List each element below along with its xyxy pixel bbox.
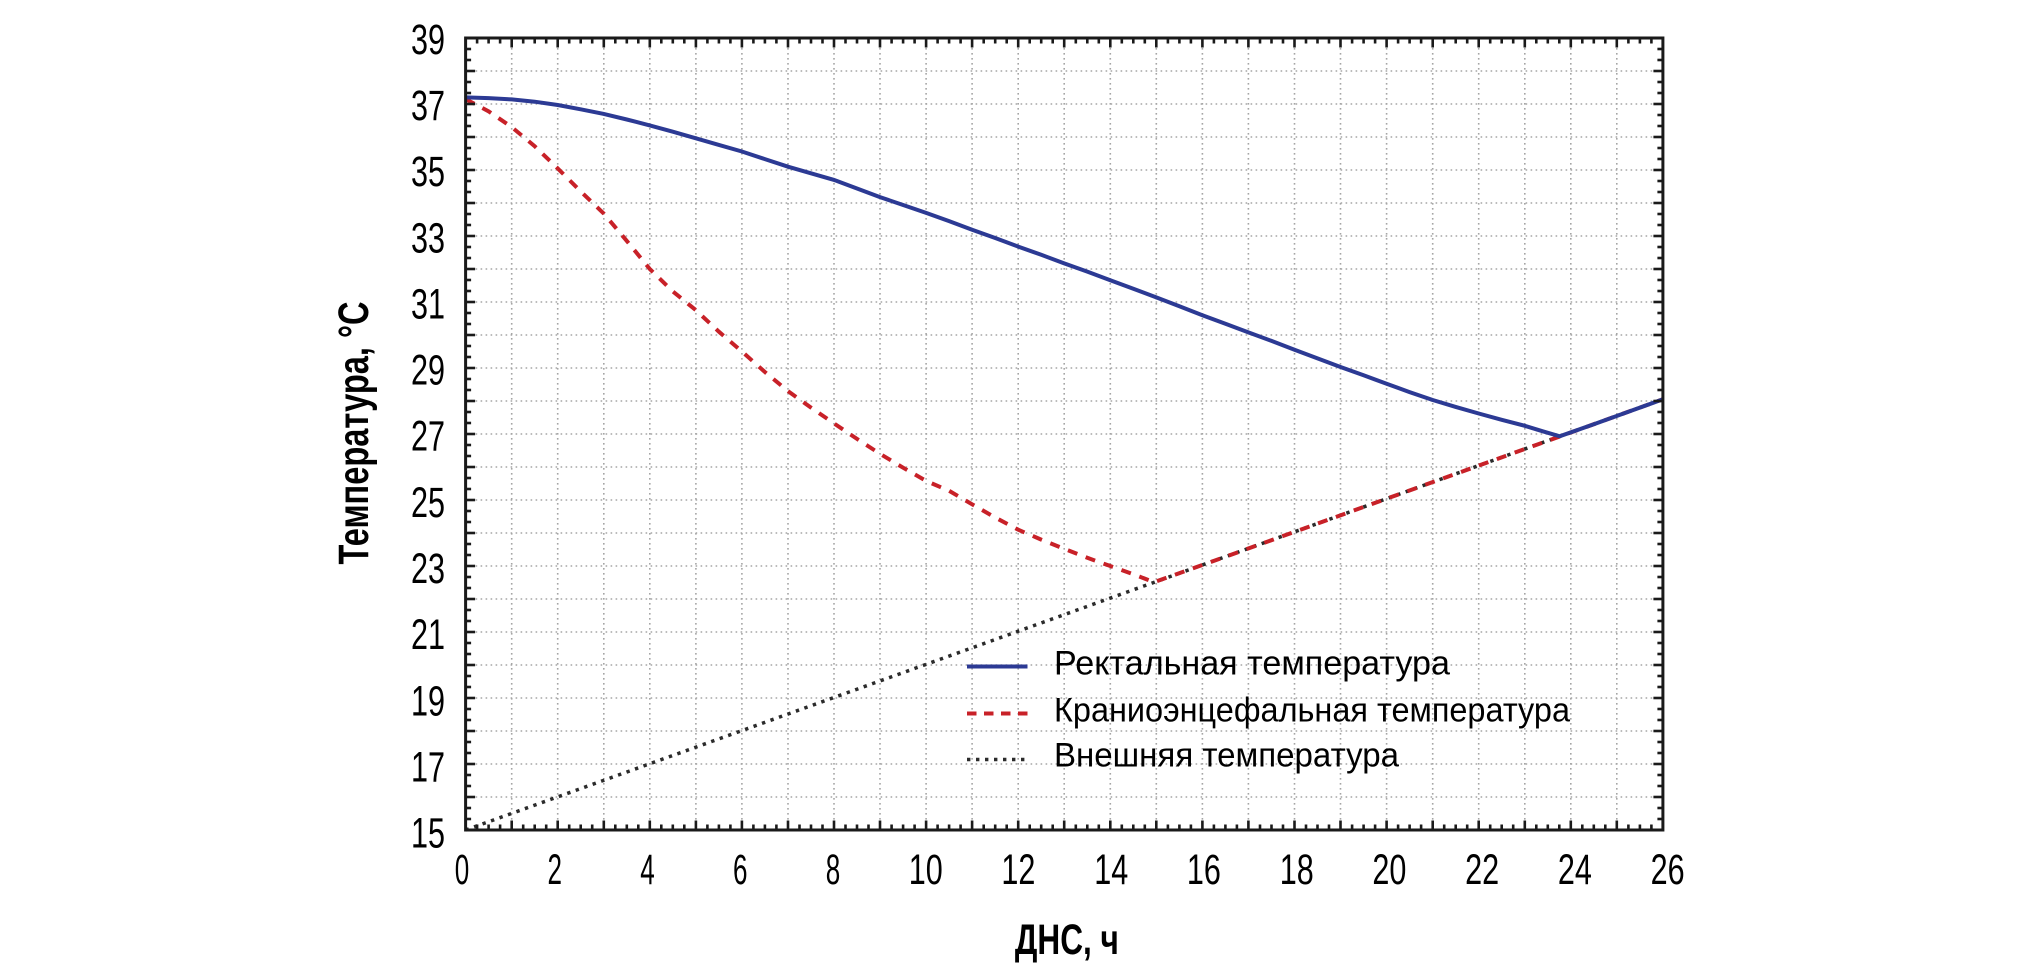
svg-text:23: 23	[411, 546, 445, 593]
svg-text:33: 33	[411, 215, 445, 262]
svg-text:6: 6	[733, 847, 748, 894]
svg-text:24: 24	[1558, 847, 1592, 894]
svg-text:31: 31	[411, 282, 445, 329]
svg-text:0: 0	[455, 847, 470, 894]
svg-text:8: 8	[826, 847, 841, 894]
svg-text:14: 14	[1094, 847, 1128, 894]
svg-text:37: 37	[411, 83, 445, 130]
svg-text:16: 16	[1187, 847, 1221, 894]
svg-text:Температура, °C: Температура, °C	[330, 302, 378, 565]
svg-text:25: 25	[411, 480, 445, 527]
svg-text:4: 4	[640, 847, 655, 894]
svg-text:19: 19	[411, 678, 445, 725]
svg-text:Ректальная температура: Ректальная температура	[1054, 644, 1450, 682]
svg-text:17: 17	[411, 744, 445, 791]
svg-text:26: 26	[1651, 847, 1685, 894]
svg-text:Краниоэнцефальная температура: Краниоэнцефальная температура	[1054, 692, 1570, 730]
svg-text:35: 35	[411, 149, 445, 196]
svg-text:22: 22	[1465, 847, 1499, 894]
svg-text:18: 18	[1280, 847, 1314, 894]
svg-text:12: 12	[1001, 847, 1035, 894]
svg-text:39: 39	[411, 17, 445, 64]
svg-text:20: 20	[1372, 847, 1406, 894]
svg-text:Внешняя температура: Внешняя температура	[1054, 736, 1399, 774]
svg-text:29: 29	[411, 348, 445, 395]
svg-text:21: 21	[411, 612, 445, 659]
svg-text:27: 27	[411, 414, 445, 461]
svg-text:ДНС, ч: ДНС, ч	[1015, 916, 1119, 964]
svg-text:15: 15	[411, 811, 445, 858]
svg-text:2: 2	[547, 847, 562, 894]
svg-text:10: 10	[909, 847, 943, 894]
